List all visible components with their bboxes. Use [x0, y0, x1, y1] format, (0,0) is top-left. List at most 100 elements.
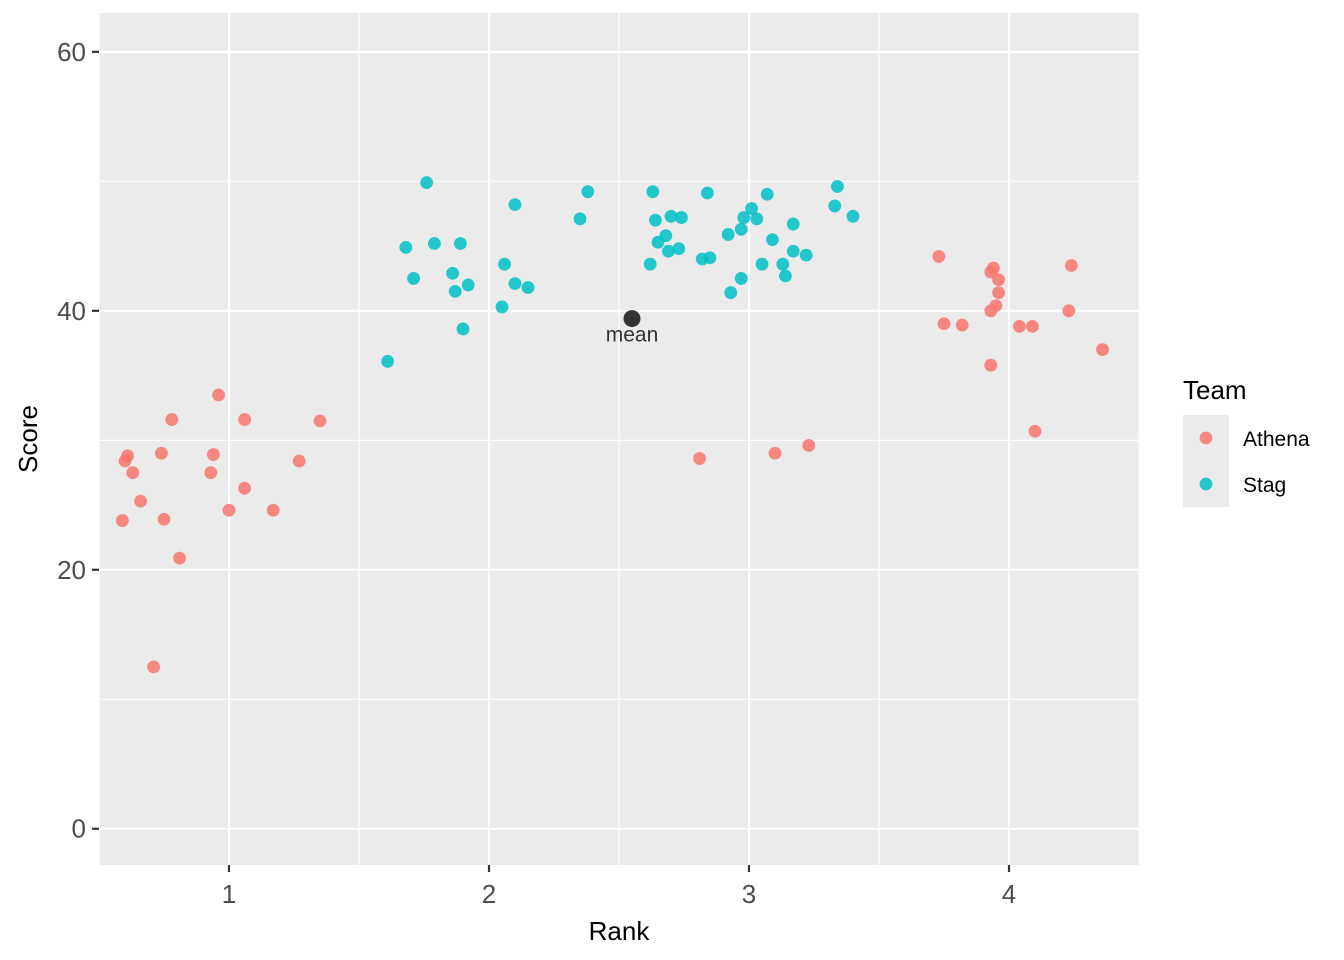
legend-label-athena: Athena	[1243, 428, 1310, 451]
x-tick-label: 2	[482, 879, 496, 909]
data-point-athena	[121, 449, 134, 463]
data-point-stag	[721, 228, 735, 241]
data-point-stag	[508, 198, 522, 212]
data-point-stag	[734, 272, 748, 285]
mean-label: mean	[606, 324, 659, 347]
data-point-stag	[454, 237, 467, 250]
data-point-athena	[1013, 319, 1026, 333]
data-point-stag	[664, 209, 678, 223]
data-point-stag	[649, 213, 662, 227]
data-point-athena	[313, 414, 327, 428]
data-point-stag	[734, 222, 748, 236]
grid-minor	[98, 13, 1140, 865]
data-point-athena	[989, 299, 1003, 313]
data-point-athena	[126, 466, 140, 480]
data-point-stag	[456, 322, 470, 336]
data-point-athena	[1065, 259, 1078, 272]
data-point-stag	[786, 217, 800, 231]
data-point-stag	[643, 257, 657, 271]
x-axis: 1 2 3 4	[222, 865, 1016, 909]
data-point-stag	[498, 257, 511, 271]
data-point-athena	[116, 514, 129, 527]
y-axis-title: Score	[13, 405, 43, 473]
data-point-stag	[755, 257, 769, 271]
legend-swatch-athena	[1199, 431, 1213, 445]
x-tick-label: 3	[742, 879, 756, 909]
legend-label-stag: Stag	[1243, 474, 1286, 497]
data-point-athena	[212, 388, 226, 402]
y-axis: 0 20 40 60	[57, 37, 99, 844]
data-point-athena	[292, 454, 306, 468]
data-point-stag	[760, 187, 774, 201]
data-point-athena	[1028, 424, 1042, 438]
x-tick-label: 4	[1002, 879, 1016, 909]
legend-title: Team	[1183, 375, 1247, 405]
data-point-stag	[659, 229, 673, 243]
data-point-stag	[446, 266, 459, 280]
data-point-athena	[1062, 304, 1076, 318]
data-point-stag	[750, 212, 764, 226]
data-point-stag	[407, 272, 420, 285]
data-point-athena	[1026, 319, 1039, 333]
data-point-stag	[745, 202, 758, 215]
data-point-athena	[155, 446, 168, 460]
data-point-stag	[662, 244, 675, 258]
data-point-athena	[987, 261, 1000, 275]
data-point-athena	[266, 503, 280, 517]
grid-major	[99, 13, 1139, 865]
data-point-stag	[779, 269, 792, 283]
data-point-stag	[737, 211, 751, 224]
data-point-stag	[776, 257, 790, 271]
data-point-athena	[932, 250, 946, 263]
data-point-stag	[420, 176, 433, 190]
data-point-stag	[521, 281, 535, 294]
data-point-stag	[399, 240, 413, 254]
data-point-athena	[238, 481, 252, 495]
y-tick-label: 40	[57, 296, 86, 326]
data-point-athena	[768, 446, 782, 460]
mean-point	[623, 310, 641, 328]
data-point-athena	[147, 660, 161, 674]
legend: Team Athena Stag	[1183, 375, 1310, 507]
y-tick-label: 20	[57, 555, 86, 585]
data-point-stag	[428, 237, 441, 250]
data-point-athena	[992, 286, 1005, 300]
data-point-athena	[1096, 343, 1109, 357]
data-point-stag	[672, 242, 686, 256]
annotations: mean	[606, 310, 659, 347]
data-point-athena	[222, 503, 236, 517]
data-point-stag	[581, 185, 595, 199]
data-point-stag	[495, 300, 509, 314]
data-point-stag	[508, 277, 522, 291]
data-point-stag	[381, 354, 394, 368]
data-point-athena	[693, 452, 706, 465]
data-point-stag	[724, 286, 738, 300]
data-point-stag	[786, 244, 800, 258]
data-point-stag	[675, 211, 688, 224]
data-point-stag	[646, 185, 660, 199]
data-points	[116, 176, 1109, 674]
y-tick-label: 60	[57, 37, 86, 67]
x-axis-title: Rank	[589, 916, 651, 946]
data-point-stag	[766, 233, 779, 246]
x-tick-label: 1	[222, 879, 236, 909]
data-point-stag	[846, 209, 860, 223]
data-point-athena	[937, 317, 951, 331]
data-point-stag	[703, 251, 717, 265]
data-point-athena	[802, 439, 816, 452]
data-point-stag	[461, 278, 475, 292]
data-point-stag	[701, 186, 714, 200]
data-point-athena	[204, 466, 218, 480]
data-point-stag	[448, 284, 462, 298]
data-point-athena	[992, 273, 1005, 287]
data-point-athena	[238, 413, 252, 426]
data-point-athena	[134, 494, 148, 508]
data-point-stag	[831, 180, 844, 193]
legend-swatch-stag	[1199, 477, 1213, 491]
data-point-athena	[165, 413, 179, 426]
data-point-stag	[828, 199, 842, 213]
data-point-athena	[984, 358, 998, 372]
data-point-stag	[573, 212, 587, 226]
data-point-stag	[799, 248, 813, 262]
